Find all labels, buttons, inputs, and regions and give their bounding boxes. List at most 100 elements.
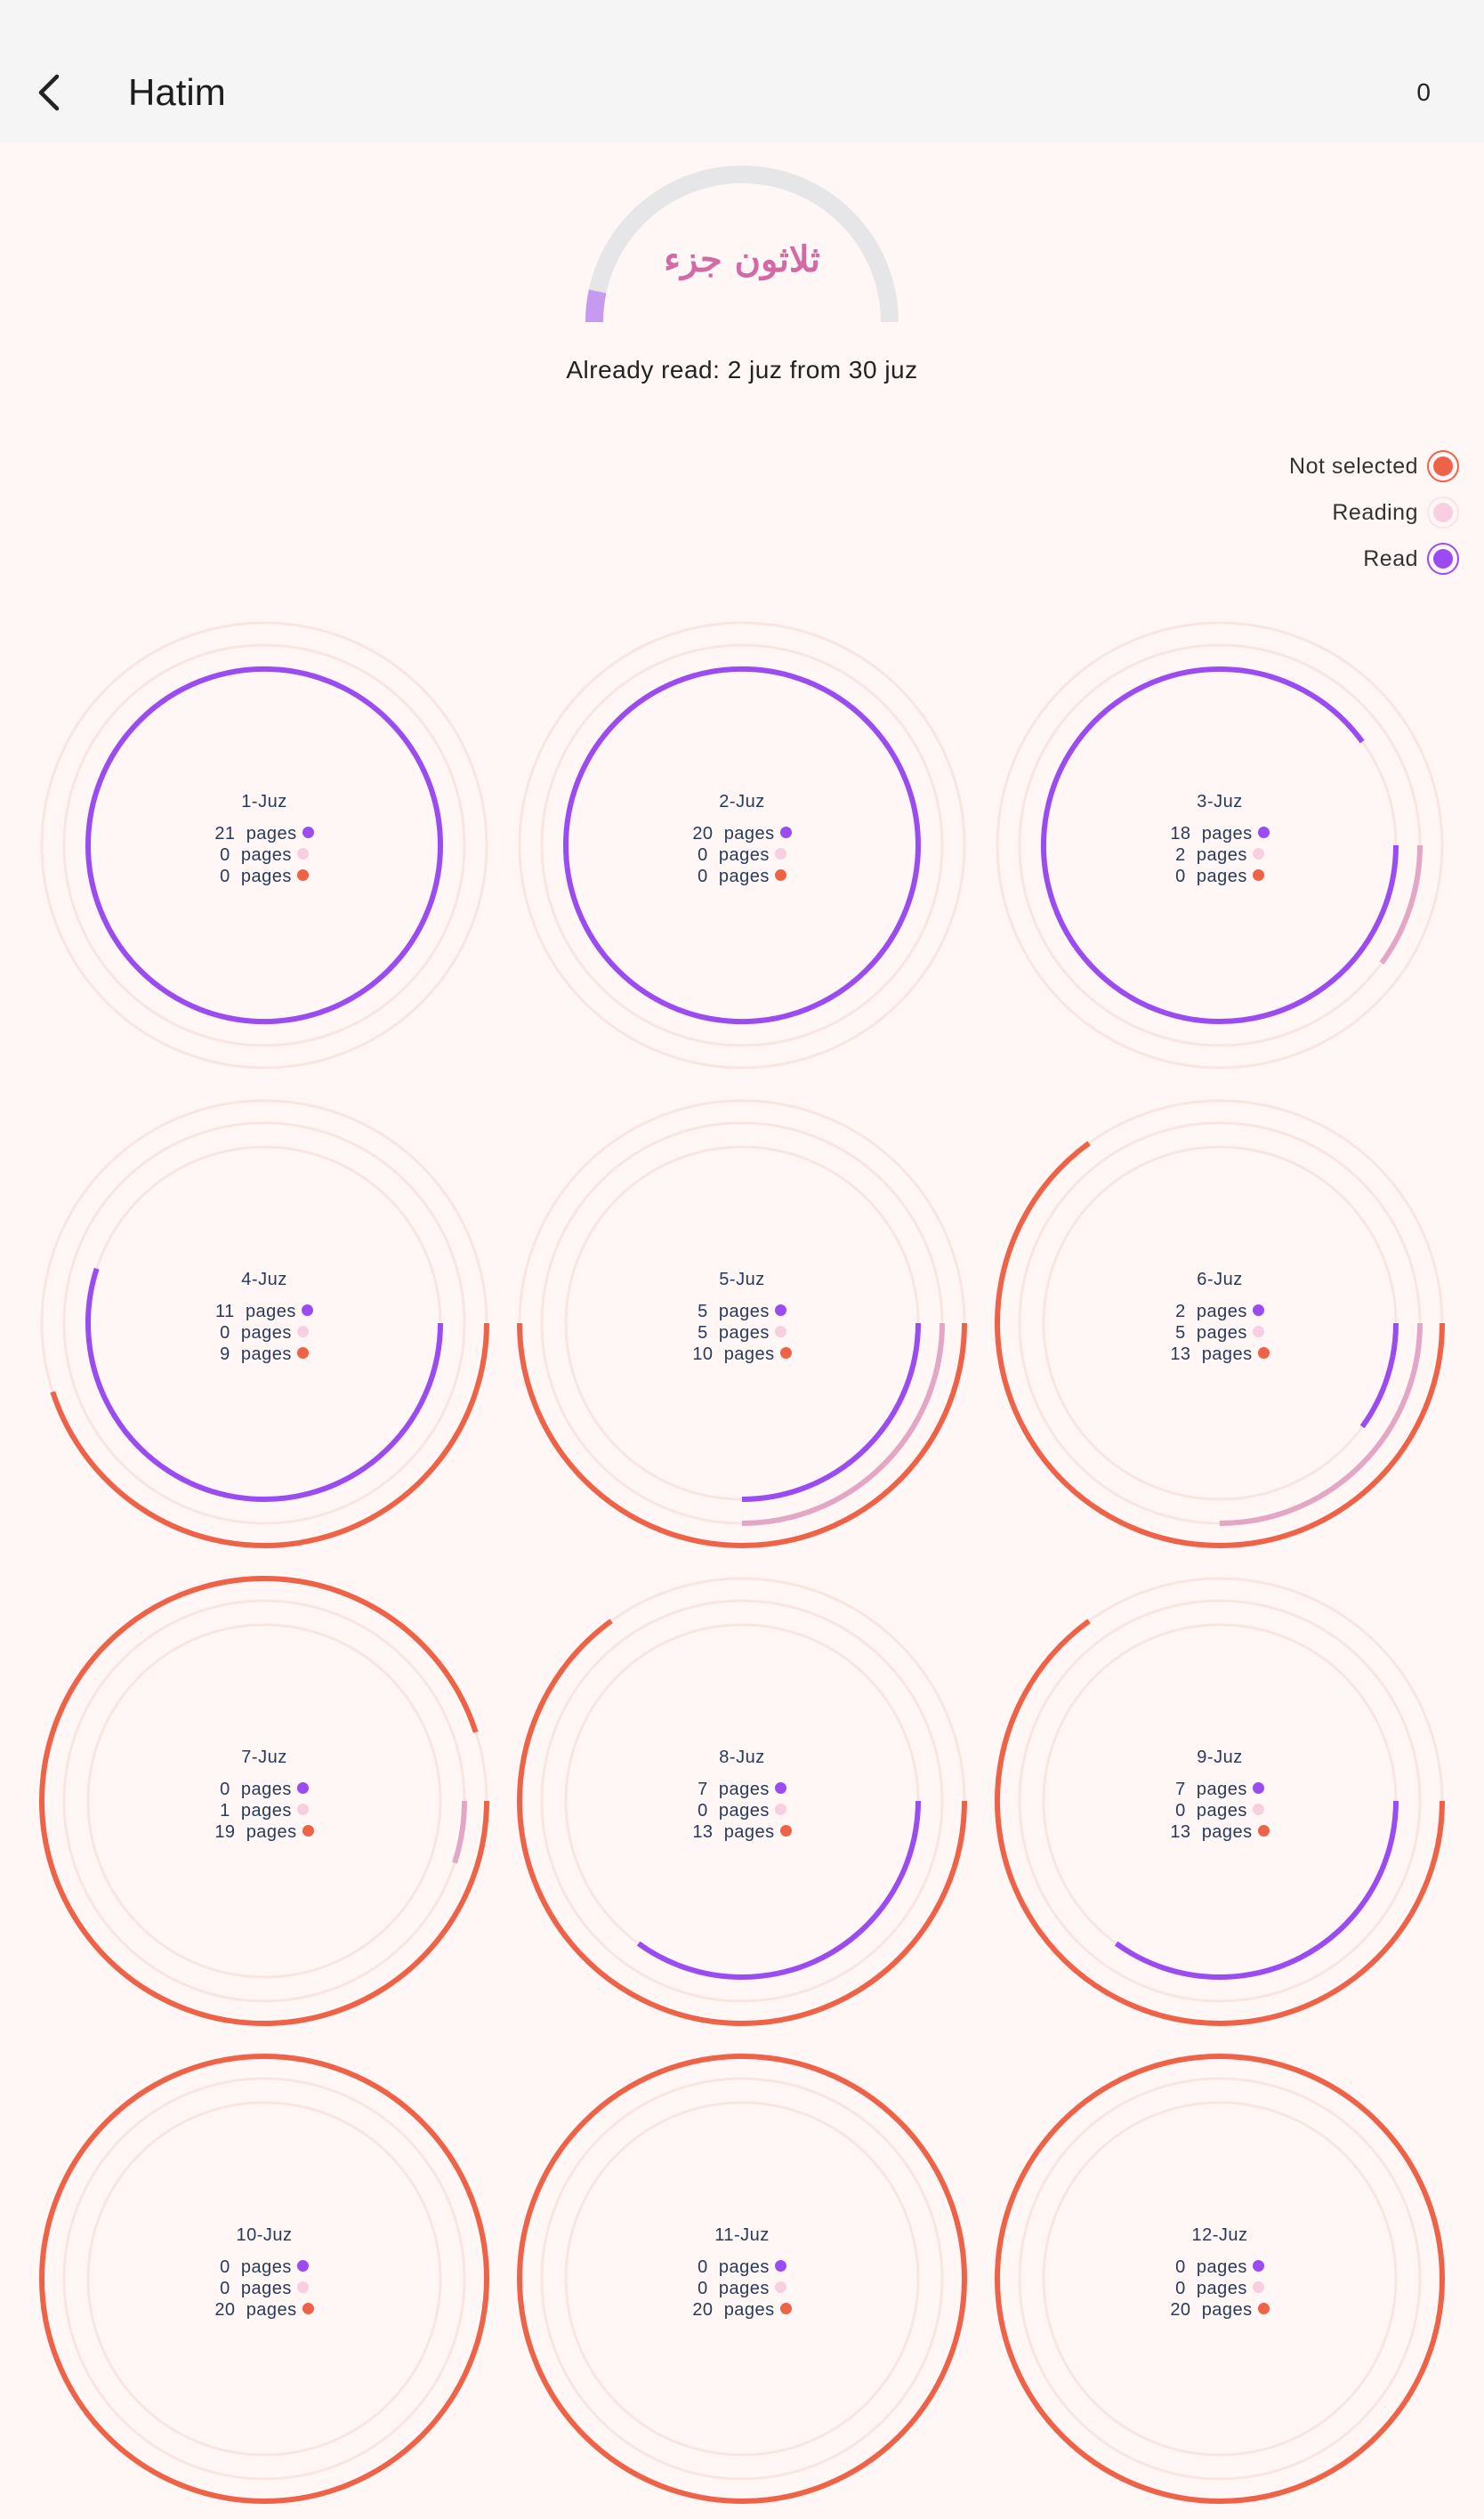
juz-card[interactable]: 5-Juz 5 pages 5 pages 10 pages — [502, 1083, 982, 1563]
pages-unit: pages — [1196, 1780, 1247, 1799]
pages-unit: pages — [723, 1822, 775, 1842]
not-selected-pages-count: 20 — [214, 2300, 236, 2320]
juz-title: 6-Juz — [1197, 1270, 1243, 1289]
read-dot-icon — [1257, 827, 1270, 838]
not-selected-pages-row: 20 pages — [502, 2299, 982, 2321]
juz-card[interactable]: 7-Juz 0 pages 1 pages 19 pages — [24, 1561, 504, 2041]
read-arc — [1114, 1800, 1399, 1980]
not-selected-dot-icon — [1257, 1347, 1270, 1359]
reading-arc — [1219, 1322, 1423, 1526]
legend-label: Reading — [1332, 499, 1418, 525]
ring-track — [540, 1599, 944, 2003]
not-selected-pages-row: 20 pages — [980, 2299, 1460, 2321]
pages-unit: pages — [718, 2279, 770, 2298]
pages-unit: pages — [240, 845, 292, 865]
chevron-left-icon — [38, 74, 60, 111]
juz-summary: 8-Juz 7 pages 0 pages 13 pages — [502, 1748, 982, 1843]
pages-unit: pages — [245, 1302, 296, 1321]
juz-card[interactable]: 12-Juz 0 pages 0 pages 20 pages — [980, 2039, 1460, 2519]
not-selected-pages-count: 20 — [692, 2300, 714, 2320]
pages-unit: pages — [1196, 1801, 1247, 1821]
read-arc — [1359, 1322, 1399, 1429]
reading-pages-count: 0 — [220, 2279, 230, 2298]
juz-card[interactable]: 9-Juz 7 pages 0 pages 13 pages — [980, 1561, 1460, 2041]
read-pages-row: 7 pages — [502, 1779, 982, 1800]
juz-rings — [996, 621, 1444, 1070]
pages-unit: pages — [1196, 2257, 1247, 2277]
pages-unit: pages — [1201, 1822, 1253, 1842]
reading-dot-icon — [774, 2281, 786, 2293]
reading-dot-icon — [296, 848, 309, 860]
pages-unit: pages — [718, 867, 770, 886]
read-arc — [562, 666, 921, 1024]
reading-pages-row: 1 pages — [24, 1800, 504, 1821]
pages-unit: pages — [1201, 2300, 1253, 2320]
juz-title: 4-Juz — [241, 1270, 287, 1289]
not-selected-pages-count: 0 — [698, 867, 708, 886]
juz-card[interactable]: 2-Juz 20 pages 0 pages 0 pages — [502, 605, 982, 1086]
juz-card[interactable]: 8-Juz 7 pages 0 pages 13 pages — [502, 1561, 982, 2041]
pages-unit: pages — [1196, 1323, 1247, 1343]
pages-unit: pages — [718, 1302, 770, 1321]
not-selected-dot-icon — [1427, 450, 1459, 482]
overall-progress-track — [585, 166, 899, 323]
juz-summary: 3-Juz 18 pages 2 pages 0 pages — [980, 792, 1460, 887]
reading-dot-icon — [1252, 1804, 1264, 1815]
reading-dot-icon — [774, 848, 786, 860]
juz-card[interactable]: 11-Juz 0 pages 0 pages 20 pages — [502, 2039, 982, 2519]
juz-card[interactable]: 3-Juz 18 pages 2 pages 0 pages — [980, 605, 1460, 1086]
not-selected-pages-count: 20 — [1170, 2300, 1191, 2320]
pages-unit: pages — [240, 867, 292, 886]
not-selected-dot-icon — [1257, 1825, 1270, 1837]
not-selected-pages-count: 9 — [220, 1344, 230, 1364]
read-pages-row: 0 pages — [980, 2257, 1460, 2278]
not-selected-dot-icon — [779, 2303, 792, 2314]
ring-track — [518, 621, 966, 1070]
status-legend: Not selected Reading Read — [1289, 443, 1459, 582]
not-selected-pages-count: 0 — [1175, 867, 1186, 886]
not-selected-pages-row: 10 pages — [502, 1344, 982, 1365]
read-arc — [741, 1322, 921, 1502]
reading-arc — [1379, 844, 1423, 965]
ring-track — [540, 643, 944, 1047]
not-selected-arc — [517, 1619, 967, 2027]
read-dot-icon — [1427, 543, 1459, 575]
read-dot-icon — [296, 1782, 309, 1794]
back-button[interactable] — [25, 61, 75, 125]
read-pages-row: 20 pages — [502, 823, 982, 844]
juz-card[interactable]: 6-Juz 2 pages 5 pages 13 pages — [980, 1083, 1460, 1563]
read-pages-row: 0 pages — [24, 1779, 504, 1800]
pages-unit: pages — [240, 1801, 292, 1821]
reading-dot-icon — [296, 2281, 309, 2293]
not-selected-pages-row: 13 pages — [980, 1821, 1460, 1843]
read-dot-icon — [296, 2260, 309, 2272]
reading-pages-count: 0 — [220, 845, 230, 865]
juz-card[interactable]: 1-Juz 21 pages 0 pages 0 pages — [24, 605, 504, 1086]
read-pages-row: 11 pages — [24, 1301, 504, 1322]
reading-pages-count: 1 — [220, 1801, 230, 1821]
read-dot-icon — [1252, 2260, 1264, 2272]
not-selected-pages-count: 13 — [692, 1822, 714, 1842]
not-selected-pages-count: 13 — [1170, 1344, 1191, 1364]
app-bar: Hatim 0 — [0, 0, 1484, 142]
reading-dot-icon — [296, 1326, 309, 1337]
reading-dot-icon — [1252, 2281, 1264, 2293]
legend-item-read: Read — [1289, 536, 1459, 582]
juz-summary: 9-Juz 7 pages 0 pages 13 pages — [980, 1748, 1460, 1843]
not-selected-arc — [995, 1141, 1445, 1549]
juz-summary: 5-Juz 5 pages 5 pages 10 pages — [502, 1270, 982, 1365]
juz-card[interactable]: 4-Juz 11 pages 0 pages 9 pages — [24, 1083, 504, 1563]
not-selected-pages-count: 0 — [220, 867, 230, 886]
not-selected-arc — [50, 1322, 489, 1548]
juz-rings — [995, 1577, 1445, 2027]
read-arc — [636, 1800, 921, 1980]
juz-title: 7-Juz — [241, 1748, 287, 1767]
reading-pages-row: 0 pages — [502, 844, 982, 866]
reading-pages-row: 0 pages — [24, 2278, 504, 2299]
juz-card[interactable]: 10-Juz 0 pages 0 pages 20 pages — [24, 2039, 504, 2519]
reading-pages-row: 2 pages — [980, 844, 1460, 866]
ring-track — [62, 643, 466, 1047]
juz-summary: 10-Juz 0 pages 0 pages 20 pages — [24, 2225, 504, 2321]
reading-pages-row: 5 pages — [980, 1322, 1460, 1344]
not-selected-dot-icon — [1257, 2303, 1270, 2314]
